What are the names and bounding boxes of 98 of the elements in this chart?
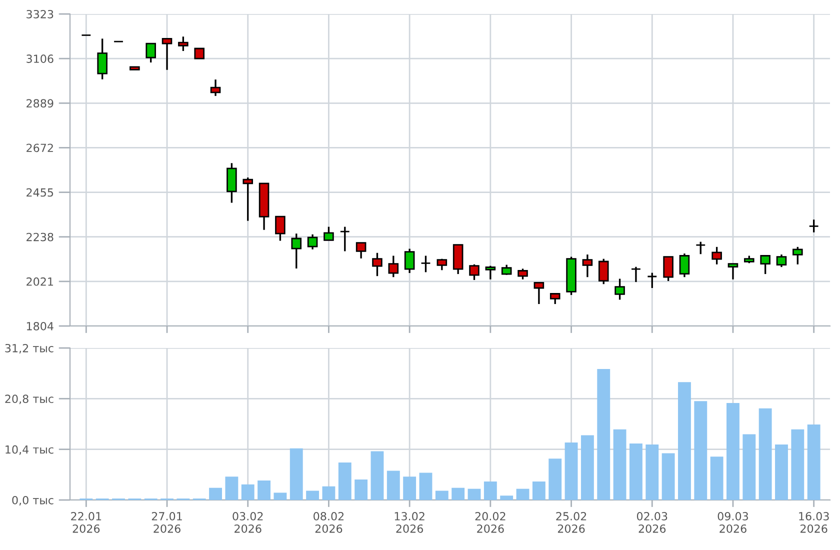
candlestick <box>162 38 172 71</box>
bar <box>726 403 740 500</box>
candlestick <box>663 256 674 282</box>
x-tick-label: 13.02 2026 <box>394 512 424 533</box>
bar <box>646 444 659 500</box>
candlestick <box>808 218 819 234</box>
bar <box>807 424 820 500</box>
candlestick <box>485 264 496 280</box>
x-tick-label: 22.01 2026 <box>71 512 102 533</box>
candlestick <box>275 216 286 242</box>
bar <box>484 481 497 500</box>
candlestick <box>404 248 415 274</box>
candlestick <box>97 38 108 80</box>
bar <box>742 434 756 500</box>
bar <box>758 408 772 500</box>
bar <box>306 490 320 500</box>
bar <box>662 453 675 500</box>
candlestick <box>695 240 706 255</box>
y-tick-label: 31,2 тыс <box>5 344 54 354</box>
bar <box>564 442 578 500</box>
bar <box>775 444 788 500</box>
candlestick <box>792 246 803 266</box>
bar <box>435 490 448 500</box>
candlestick <box>307 234 318 250</box>
candlestick <box>712 246 722 266</box>
candlestick <box>582 254 593 278</box>
bar <box>419 472 432 500</box>
bar <box>516 488 530 500</box>
candlestick <box>420 254 431 274</box>
bar <box>452 488 465 500</box>
candlestick <box>291 232 302 270</box>
candlestick <box>324 226 334 241</box>
candlestick <box>340 226 350 252</box>
candlestick <box>501 264 512 276</box>
candlestick <box>388 254 399 278</box>
candlestick <box>614 278 625 301</box>
bar <box>678 382 691 500</box>
candlestick <box>679 252 690 278</box>
x-tick-label: 03.02 2026 <box>232 512 263 533</box>
bar <box>290 448 303 500</box>
bar <box>258 480 271 500</box>
y-tick-label: 2238 <box>26 232 54 242</box>
candlestick <box>178 36 188 52</box>
bar <box>532 481 546 500</box>
bar <box>274 492 287 500</box>
x-tick-label: 09.03 2026 <box>718 512 748 533</box>
bar <box>225 476 238 500</box>
y-tick-label: 1804 <box>26 322 54 330</box>
candlestick <box>760 254 770 275</box>
x-tick-label: 25.02 2026 <box>556 512 586 533</box>
candlestick <box>550 292 560 305</box>
bar <box>597 368 610 500</box>
y-tick-label: 20,8 тыс <box>5 394 54 404</box>
candlestick <box>518 268 528 280</box>
bar <box>354 480 368 500</box>
candlestick <box>146 42 156 64</box>
candlestick <box>372 252 382 277</box>
candlestick <box>646 272 658 289</box>
x-tick-label: 08.02 2026 <box>314 512 344 533</box>
y-tick-label: 0,0 тыс <box>12 496 54 506</box>
bar <box>386 470 400 500</box>
y-tick-label: 2455 <box>26 188 54 197</box>
candlestick <box>534 282 544 305</box>
candlestick <box>356 242 366 260</box>
candlestick <box>776 254 787 268</box>
bar <box>500 496 514 500</box>
x-tick-label: 02.03 2026 <box>636 512 668 533</box>
x-tick-label: 20.02 2026 <box>475 512 506 533</box>
bar <box>791 429 804 500</box>
bar <box>629 443 642 500</box>
bar <box>209 488 222 500</box>
x-tick-label: 27.01 2026 <box>152 512 182 533</box>
candlestick <box>630 266 642 283</box>
y-tick-label: 10,4 тыс <box>6 445 54 455</box>
y-tick-label: 3106 <box>26 54 54 63</box>
bar <box>468 488 481 500</box>
bar <box>613 429 626 500</box>
candlestick <box>226 162 237 204</box>
bar <box>370 451 384 500</box>
y-tick-label: 2672 <box>26 144 53 152</box>
bar <box>241 484 254 500</box>
y-tick-label: 2889 <box>26 99 54 108</box>
bar <box>710 456 724 500</box>
candlestick <box>210 78 221 97</box>
x-tick-label: 16.03 2026 <box>799 512 829 533</box>
candlestick <box>598 258 609 285</box>
y-tick-label: 2021 <box>26 277 53 286</box>
bar <box>403 476 416 500</box>
bar <box>322 486 336 500</box>
candlestick <box>469 264 480 281</box>
bar <box>548 458 562 500</box>
candlestick <box>194 48 205 60</box>
y-tick-label: 3323 <box>26 10 54 18</box>
bar <box>694 401 708 500</box>
candlestick <box>242 176 254 222</box>
bar <box>580 435 594 500</box>
candlestick <box>728 262 738 280</box>
bar <box>338 462 352 500</box>
